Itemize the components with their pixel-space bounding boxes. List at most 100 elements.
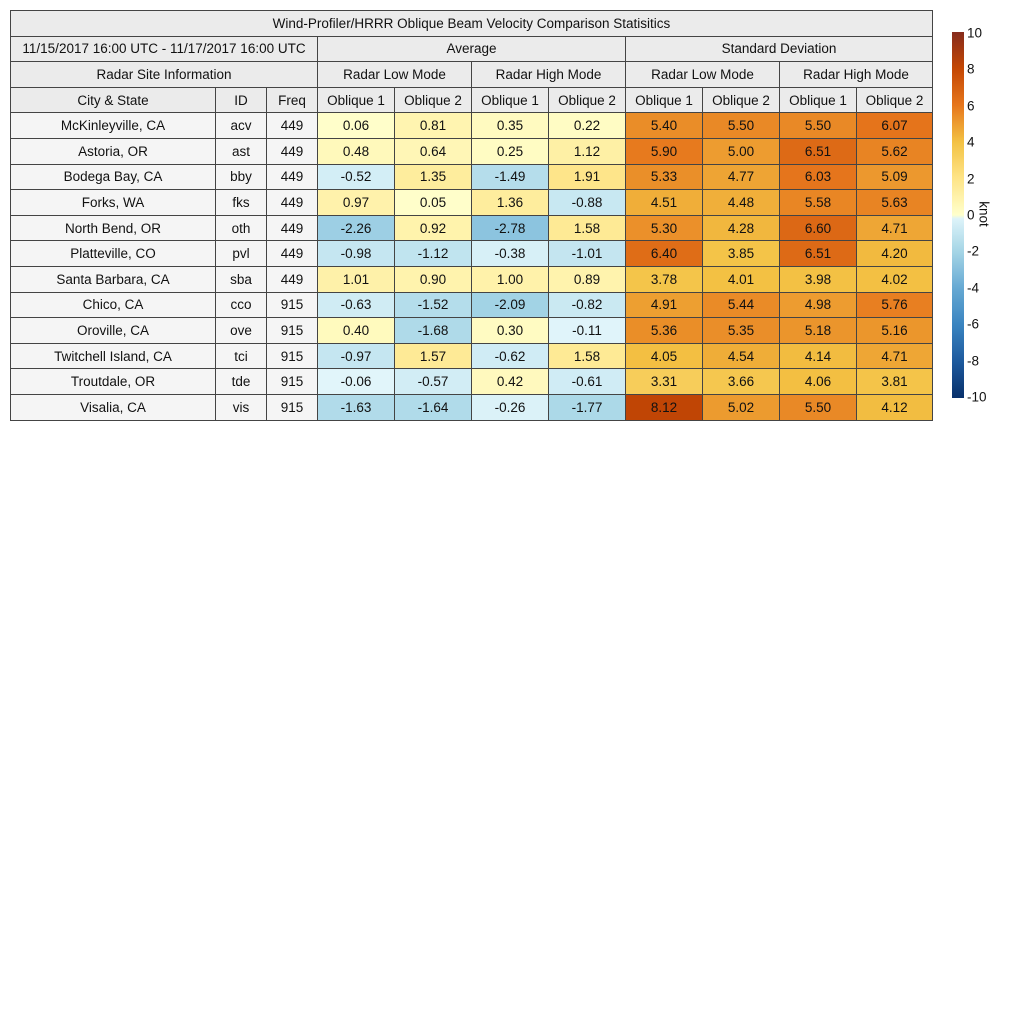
- site-city: McKinleyville, CA: [10, 112, 216, 139]
- std-dev-cell: 5.33: [625, 163, 703, 191]
- site-freq: 915: [266, 393, 318, 421]
- average-cell: 1.58: [548, 214, 626, 242]
- table-row: Troutdale, OR tde 915 -0.06 -0.57 0.42 -0.61 3.…: [10, 368, 933, 395]
- std-dev-cell: 5.02: [702, 393, 780, 421]
- std-dev-cell: 6.51: [779, 137, 857, 165]
- std-dev-cell: 3.31: [625, 368, 703, 395]
- site-city: Forks, WA: [10, 189, 216, 216]
- column-header: Oblique 2: [702, 86, 780, 114]
- colorbar-unit-label: knot: [976, 201, 992, 227]
- table-row: Oroville, CA ove 915 0.40 -1.68 0.30 -0.11 5.36…: [10, 317, 933, 344]
- period-label: 11/15/2017 16:00 UTC - 11/17/2017 16:00 …: [10, 35, 318, 63]
- average-cell: 0.30: [471, 317, 549, 344]
- std-dev-cell: 4.51: [625, 189, 703, 216]
- average-cell: 0.92: [394, 214, 472, 242]
- table-row: Forks, WA fks 449 0.97 0.05 1.36 -0.88 4.51 4.48…: [10, 189, 933, 216]
- average-cell: -1.77: [548, 393, 626, 421]
- std-dev-cell: 4.71: [856, 342, 933, 370]
- site-freq: 449: [266, 189, 318, 216]
- column-header: Oblique 1: [471, 86, 549, 114]
- table-row: McKinleyville, CA acv 449 0.06 0.81 0.35 0.22 5…: [10, 112, 933, 139]
- site-freq: 915: [266, 368, 318, 395]
- column-header: Oblique 1: [625, 86, 703, 114]
- colorbar-tick-label: 4: [967, 134, 975, 150]
- table-title: Wind-Profiler/HRRR Oblique Beam Velocity…: [10, 10, 933, 37]
- std-dev-cell: 5.50: [779, 393, 857, 421]
- average-cell: -1.49: [471, 163, 549, 191]
- std-dev-cell: 4.54: [702, 342, 780, 370]
- std-dev-cell: 6.51: [779, 240, 857, 267]
- average-cell: 0.35: [471, 112, 549, 139]
- average-cell: -0.63: [317, 291, 395, 319]
- std-dev-cell: 4.48: [702, 189, 780, 216]
- colorbar-tick-label: -10: [967, 389, 987, 405]
- table-row: Astoria, OR ast 449 0.48 0.64 0.25 1.12 5.90 5.0…: [10, 137, 933, 165]
- average-cell: 0.89: [548, 265, 626, 293]
- average-cell: -0.57: [394, 368, 472, 395]
- average-cell: -0.26: [471, 393, 549, 421]
- mode-header-std-low: Radar Low Mode: [625, 61, 780, 88]
- std-dev-cell: 5.50: [702, 112, 780, 139]
- std-dev-cell: 4.14: [779, 342, 857, 370]
- average-cell: -0.97: [317, 342, 395, 370]
- site-id: pvl: [215, 240, 267, 267]
- std-dev-cell: 5.09: [856, 163, 933, 191]
- std-dev-cell: 3.85: [702, 240, 780, 267]
- column-header: Oblique 2: [856, 86, 933, 114]
- average-cell: -0.11: [548, 317, 626, 344]
- std-dev-header: Standard Deviation: [625, 35, 933, 63]
- average-cell: -0.52: [317, 163, 395, 191]
- average-cell: -1.12: [394, 240, 472, 267]
- site-city: Troutdale, OR: [10, 368, 216, 395]
- site-id: tde: [215, 368, 267, 395]
- std-dev-cell: 5.36: [625, 317, 703, 344]
- average-cell: -1.64: [394, 393, 472, 421]
- colorbar-tick-label: -2: [967, 243, 980, 259]
- average-cell: -0.82: [548, 291, 626, 319]
- std-dev-cell: 6.60: [779, 214, 857, 242]
- site-id: acv: [215, 112, 267, 139]
- average-cell: -1.52: [394, 291, 472, 319]
- site-city: Bodega Bay, CA: [10, 163, 216, 191]
- colorbar: [952, 32, 964, 398]
- table-row: Platteville, CO pvl 449 -0.98 -1.12 -0.38 -1.0…: [10, 240, 933, 267]
- column-header: Oblique 1: [779, 86, 857, 114]
- site-id: oth: [215, 214, 267, 242]
- std-dev-cell: 5.30: [625, 214, 703, 242]
- site-id: sba: [215, 265, 267, 293]
- average-cell: 0.97: [317, 189, 395, 216]
- average-cell: -2.26: [317, 214, 395, 242]
- average-cell: 0.42: [471, 368, 549, 395]
- average-cell: 0.06: [317, 112, 395, 139]
- site-freq: 449: [266, 163, 318, 191]
- site-freq: 915: [266, 342, 318, 370]
- std-dev-cell: 5.50: [779, 112, 857, 139]
- average-cell: 1.36: [471, 189, 549, 216]
- average-cell: -2.09: [471, 291, 549, 319]
- table-row: Bodega Bay, CA bby 449 -0.52 1.35 -1.49 1.91 5.…: [10, 163, 933, 191]
- std-dev-cell: 4.01: [702, 265, 780, 293]
- average-cell: 1.00: [471, 265, 549, 293]
- colorbar-tick-label: -8: [967, 353, 980, 369]
- std-dev-cell: 5.90: [625, 137, 703, 165]
- site-city: Twitchell Island, CA: [10, 342, 216, 370]
- std-dev-cell: 4.77: [702, 163, 780, 191]
- average-cell: -0.06: [317, 368, 395, 395]
- std-dev-cell: 5.58: [779, 189, 857, 216]
- average-cell: 0.64: [394, 137, 472, 165]
- site-city: Visalia, CA: [10, 393, 216, 421]
- average-header: Average: [317, 35, 626, 63]
- std-dev-cell: 4.06: [779, 368, 857, 395]
- colorbar-tick-label: 2: [967, 171, 975, 187]
- site-freq: 449: [266, 137, 318, 165]
- site-id: ast: [215, 137, 267, 165]
- site-city: North Bend, OR: [10, 214, 216, 242]
- colorbar-tick-label: 0: [967, 207, 975, 223]
- average-cell: 0.22: [548, 112, 626, 139]
- table-row: Visalia, CA vis 915 -1.63 -1.64 -0.26 -1.77 8.1…: [10, 393, 933, 421]
- average-cell: 0.05: [394, 189, 472, 216]
- average-cell: 1.35: [394, 163, 472, 191]
- std-dev-cell: 3.66: [702, 368, 780, 395]
- column-header: Oblique 2: [548, 86, 626, 114]
- std-dev-cell: 4.28: [702, 214, 780, 242]
